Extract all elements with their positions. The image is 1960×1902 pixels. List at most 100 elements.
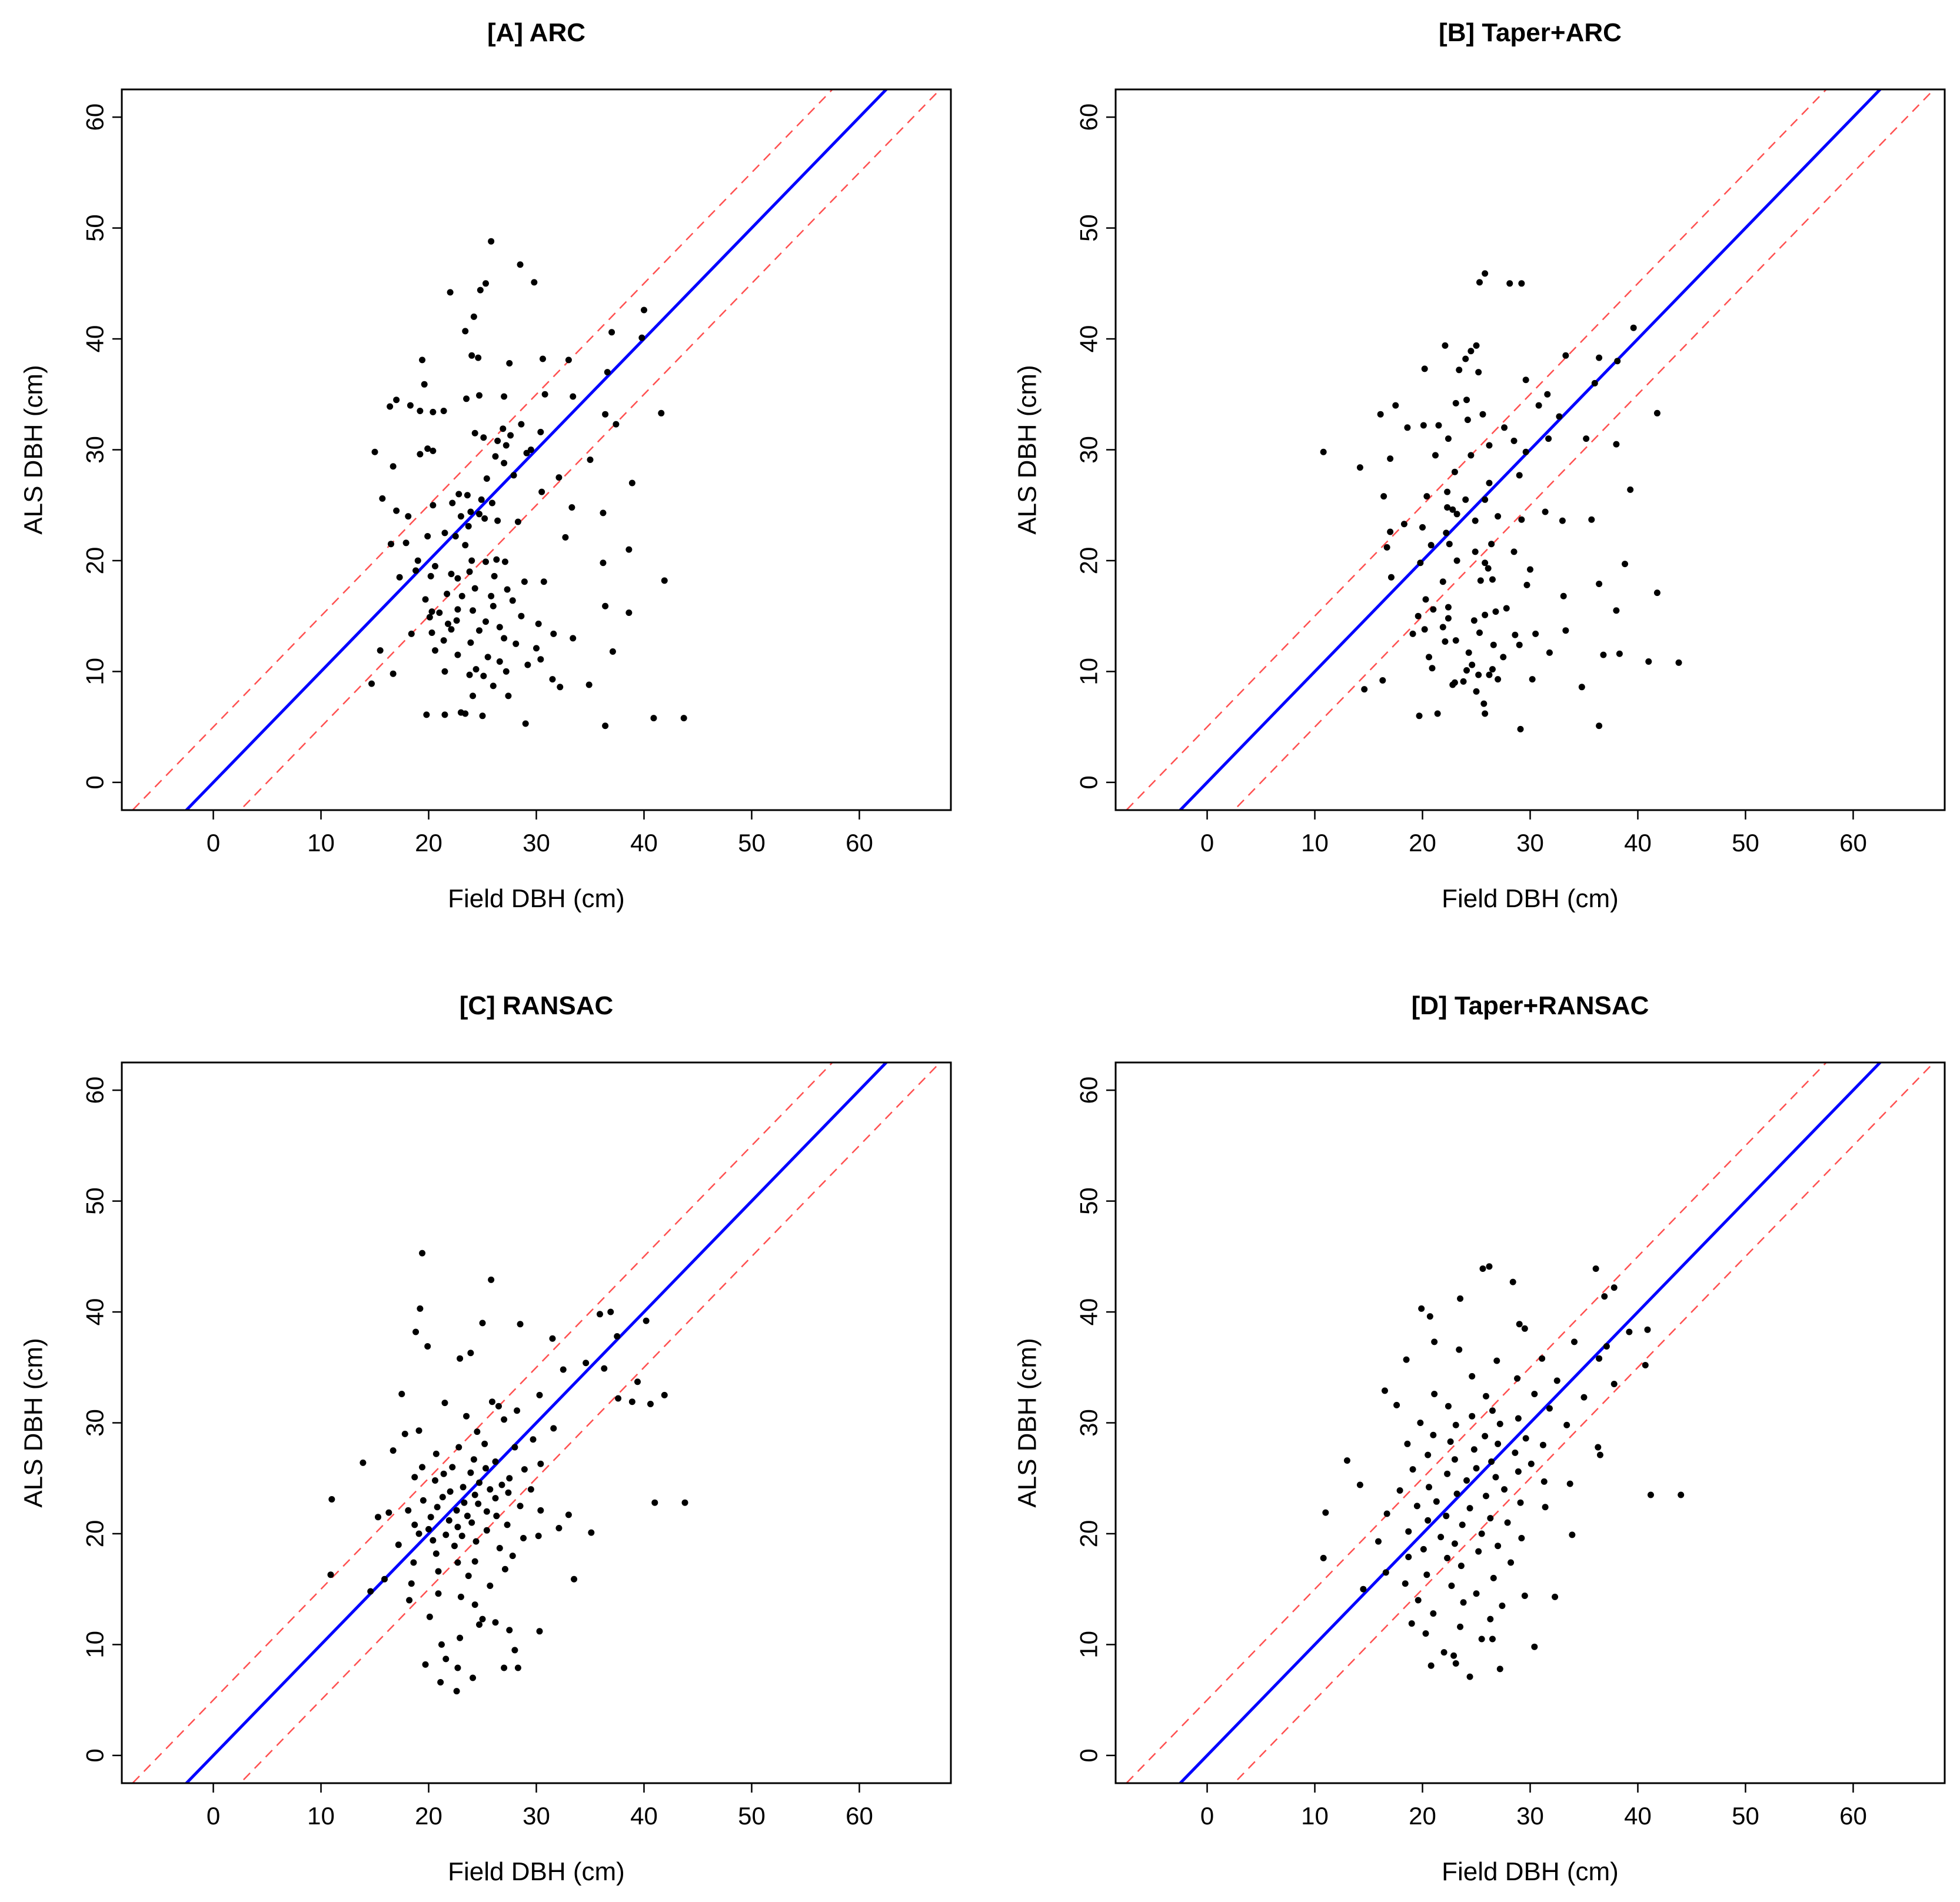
data-point — [1591, 379, 1598, 387]
data-point — [1393, 1401, 1400, 1408]
data-point — [1596, 1355, 1603, 1362]
data-point — [522, 720, 529, 727]
data-point — [471, 1558, 478, 1565]
data-point — [513, 640, 520, 647]
data-point — [1482, 270, 1489, 277]
data-point — [1522, 377, 1529, 384]
x-tick-label: 30 — [1516, 1802, 1544, 1830]
data-point — [1556, 413, 1563, 420]
data-point — [436, 609, 443, 617]
data-point — [1434, 710, 1441, 717]
data-point — [1451, 1456, 1458, 1463]
data-point — [1482, 1493, 1489, 1500]
data-point — [444, 591, 451, 597]
data-point — [1463, 397, 1470, 404]
data-point — [405, 513, 412, 520]
data-point — [410, 1559, 417, 1566]
data-point — [1515, 1415, 1522, 1422]
data-point — [1343, 1457, 1350, 1464]
panel-3: [D] Taper+RANSAC 0 10 20 30 40 50 60 0 10 20 30 40 50… — [1013, 991, 1946, 1886]
data-point — [517, 1321, 524, 1328]
y-tick-label: 0 — [1075, 1748, 1103, 1762]
data-point — [604, 369, 611, 376]
data-point — [1383, 544, 1390, 551]
data-point — [475, 354, 482, 361]
data-point — [661, 577, 668, 584]
data-point — [1452, 399, 1459, 407]
data-point — [1431, 1338, 1438, 1345]
data-point — [1463, 1477, 1470, 1484]
y-tick-label: 20 — [1075, 1520, 1103, 1548]
data-point — [1405, 1554, 1412, 1561]
data-point — [1322, 1509, 1329, 1516]
data-point — [1501, 1486, 1508, 1493]
data-point — [514, 1664, 521, 1671]
data-point — [477, 287, 484, 294]
data-point — [1495, 1440, 1502, 1447]
data-point — [1320, 1554, 1327, 1561]
data-point — [1432, 452, 1439, 459]
data-point — [1487, 1615, 1494, 1623]
data-point — [1450, 1652, 1457, 1659]
data-point — [454, 1559, 461, 1566]
panel-2: [C] RANSAC 0 10 20 30 40 50 60 0 10 20 30 40 50 60 Fiel… — [19, 991, 952, 1886]
data-point — [408, 630, 415, 637]
tolerance-line — [1233, 89, 1935, 810]
data-point — [1490, 1574, 1497, 1581]
data-point — [367, 1588, 374, 1595]
data-point — [470, 1456, 477, 1463]
data-point — [1500, 654, 1507, 661]
data-point — [1449, 506, 1456, 513]
data-point — [465, 523, 472, 530]
tolerance-line — [239, 89, 941, 810]
data-point — [1383, 1510, 1390, 1517]
data-point — [1495, 1543, 1502, 1550]
data-point — [1444, 1470, 1451, 1477]
data-point — [428, 608, 435, 615]
data-point — [501, 1565, 508, 1573]
y-tick-label: 0 — [1075, 775, 1103, 789]
data-point — [1489, 576, 1496, 583]
panel-0: [A] ARC 0 10 20 30 40 50 60 0 10 20 30 40 50 60 Field D… — [19, 18, 952, 913]
y-tick-label: 10 — [81, 1631, 109, 1658]
data-point — [571, 1575, 578, 1583]
x-tick-label: 40 — [630, 1802, 658, 1830]
data-point — [417, 451, 424, 458]
data-point — [423, 711, 430, 718]
data-point — [634, 1378, 641, 1385]
chart-title: [A] ARC — [487, 18, 585, 47]
data-point — [440, 637, 447, 644]
data-point — [1516, 641, 1523, 648]
data-point — [638, 334, 645, 341]
data-point — [600, 509, 607, 517]
data-point — [1546, 649, 1553, 656]
data-point — [464, 492, 471, 499]
data-point — [479, 712, 486, 720]
data-points — [368, 238, 687, 730]
data-point — [379, 495, 386, 502]
data-point — [468, 352, 475, 359]
data-point — [1616, 650, 1623, 657]
data-point — [1486, 479, 1493, 487]
data-point — [377, 647, 384, 654]
data-point — [1630, 324, 1637, 331]
data-point — [1453, 1490, 1460, 1497]
data-point — [451, 1543, 458, 1550]
data-point — [427, 1514, 434, 1521]
data-point — [458, 1533, 465, 1540]
data-point — [1418, 1305, 1425, 1312]
data-point — [1437, 1534, 1445, 1541]
data-point — [1596, 722, 1603, 730]
x-tick-label: 20 — [415, 1802, 442, 1830]
tolerance-line — [1125, 1062, 1828, 1783]
data-point — [583, 1360, 590, 1367]
data-point — [470, 692, 477, 699]
data-point — [440, 408, 447, 415]
data-point — [385, 1509, 392, 1516]
x-tick-label: 40 — [1624, 829, 1652, 857]
data-point — [1493, 1357, 1500, 1364]
data-point — [412, 1328, 420, 1335]
data-point — [1478, 1530, 1485, 1537]
data-point — [1420, 422, 1427, 429]
data-point — [1531, 1643, 1538, 1650]
